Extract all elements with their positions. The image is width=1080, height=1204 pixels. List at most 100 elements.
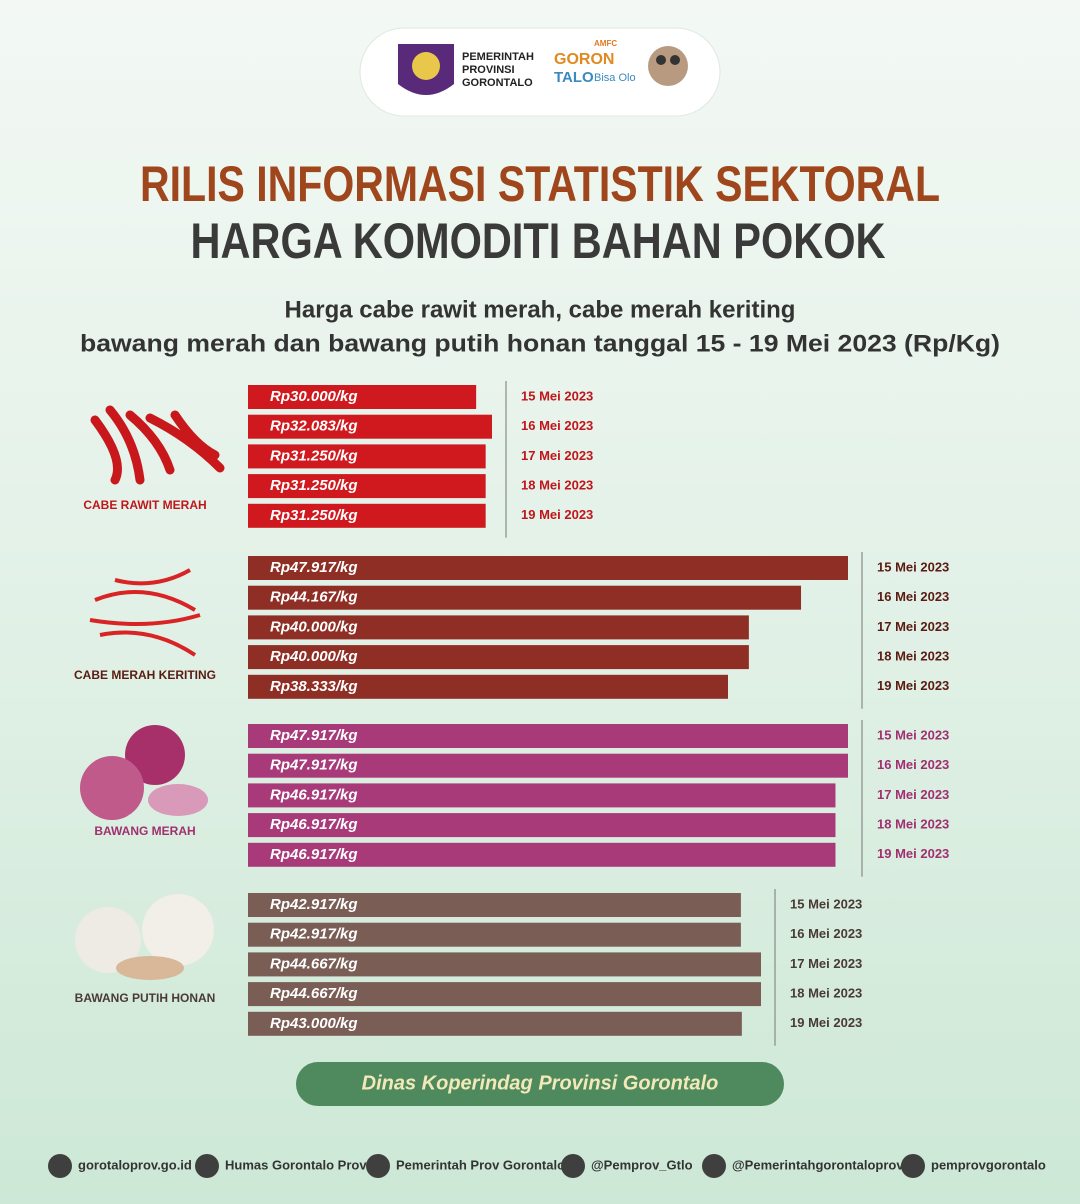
- value-label: Rp44.167/kg: [270, 589, 358, 606]
- value-label: Rp44.667/kg: [270, 955, 358, 972]
- value-label: Rp38.333/kg: [270, 678, 358, 695]
- bar: [248, 753, 848, 778]
- value-label: Rp42.917/kg: [270, 896, 358, 913]
- social-link: pemprovgorontalo: [931, 1157, 1046, 1172]
- event-logo: Bisa Olo: [594, 72, 636, 84]
- social-link: @Pemprov_Gtlo: [591, 1157, 693, 1172]
- event-logo: TALO: [554, 69, 594, 86]
- title: HARGA KOMODITI BAHAN POKOK: [191, 213, 886, 269]
- social-link: gorotaloprov.go.id: [78, 1157, 192, 1172]
- value-label: Rp42.917/kg: [270, 926, 358, 943]
- date-label: 17 Mei 2023: [877, 619, 949, 634]
- commodity-label: BAWANG PUTIH HONAN: [75, 991, 216, 1005]
- commodity-label: BAWANG MERAH: [94, 824, 195, 838]
- date-label: 16 Mei 2023: [877, 757, 949, 772]
- social-icon: [561, 1154, 585, 1178]
- charts: CABE RAWIT MERAH Rp30.000/kg 15 Mei 2023 Rp…: [74, 381, 949, 1046]
- mascot-eye: [670, 55, 680, 65]
- date-label: 16 Mei 2023: [521, 418, 593, 433]
- bar: [248, 645, 749, 670]
- garlic-illustration: [75, 894, 214, 980]
- mascot-eye: [656, 55, 666, 65]
- bar: [248, 414, 492, 439]
- date-label: 15 Mei 2023: [877, 727, 949, 742]
- value-label: Rp47.917/kg: [270, 559, 358, 576]
- footer-pill: [296, 1062, 784, 1106]
- social-bar: gorotaloprov.go.id Humas Gorontalo Prov Pe…: [48, 1154, 1046, 1178]
- value-label: Rp30.000/kg: [270, 388, 358, 405]
- commodity-label: CABE MERAH KERITING: [74, 668, 216, 682]
- date-label: 15 Mei 2023: [790, 896, 862, 911]
- commodity-label: CABE RAWIT MERAH: [83, 498, 206, 512]
- value-label: Rp47.917/kg: [270, 757, 358, 774]
- org-name: GORONTALO: [462, 77, 533, 89]
- shallot-illustration: [80, 725, 208, 820]
- value-label: Rp31.250/kg: [270, 507, 358, 524]
- date-label: 18 Mei 2023: [877, 817, 949, 832]
- social-icon: [702, 1154, 726, 1178]
- chili-illustration: [90, 405, 225, 485]
- social-icon: [48, 1154, 72, 1178]
- social-link: @Pemerintahgorontaloprov: [732, 1157, 904, 1172]
- event-logo: AMFC: [594, 39, 617, 48]
- bar: [248, 783, 836, 808]
- bar: [248, 842, 836, 867]
- date-label: 17 Mei 2023: [521, 448, 593, 463]
- subtitle: bawang merah dan bawang putih honan tang…: [80, 330, 1000, 357]
- logo-emblem: [412, 52, 440, 80]
- value-label: Rp40.000/kg: [270, 618, 358, 635]
- date-label: 17 Mei 2023: [790, 956, 862, 971]
- date-label: 18 Mei 2023: [790, 986, 862, 1001]
- date-label: 16 Mei 2023: [790, 926, 862, 941]
- value-label: Rp40.000/kg: [270, 648, 358, 665]
- bar: [248, 556, 848, 580]
- date-label: 19 Mei 2023: [790, 1015, 862, 1030]
- date-label: 15 Mei 2023: [877, 559, 949, 574]
- curly-chili-illustration: [89, 568, 201, 657]
- bar: [248, 615, 749, 640]
- date-label: 19 Mei 2023: [521, 507, 593, 522]
- bar: [248, 385, 477, 409]
- date-label: 16 Mei 2023: [877, 589, 949, 604]
- bar: [248, 893, 741, 917]
- social-icon: [901, 1154, 925, 1178]
- bar: [248, 674, 728, 699]
- bar: [248, 1011, 742, 1036]
- value-label: Rp46.917/kg: [270, 816, 358, 833]
- social-link: Humas Gorontalo Prov: [225, 1157, 367, 1172]
- value-label: Rp46.917/kg: [270, 786, 358, 803]
- subtitle: Harga cabe rawit merah, cabe merah kerit…: [285, 296, 796, 323]
- value-label: Rp47.917/kg: [270, 727, 358, 744]
- bar: [248, 503, 486, 528]
- mascot: [648, 46, 688, 86]
- bar: [248, 444, 486, 469]
- bar: [248, 922, 741, 947]
- bar: [248, 982, 761, 1007]
- event-logo: GORON: [554, 51, 614, 68]
- date-label: 18 Mei 2023: [521, 478, 593, 493]
- value-label: Rp31.250/kg: [270, 447, 358, 464]
- value-label: Rp44.667/kg: [270, 985, 358, 1002]
- value-label: Rp46.917/kg: [270, 846, 358, 863]
- bar: [248, 474, 486, 499]
- value-label: Rp43.000/kg: [270, 1015, 358, 1032]
- value-label: Rp31.250/kg: [270, 477, 358, 494]
- bar: [248, 724, 848, 748]
- title: RILIS INFORMASI STATISTIK SEKTORAL: [140, 156, 940, 212]
- social-link: Pemerintah Prov Gorontalo: [396, 1157, 565, 1172]
- footer-text: Dinas Koperindag Provinsi Gorontalo: [362, 1072, 719, 1094]
- social-icon: [366, 1154, 390, 1178]
- date-label: 19 Mei 2023: [877, 846, 949, 861]
- org-name: PEMERINTAH: [462, 51, 534, 63]
- date-label: 15 Mei 2023: [521, 388, 593, 403]
- bar: [248, 585, 802, 610]
- bar: [248, 952, 761, 977]
- bar: [248, 813, 836, 838]
- date-label: 17 Mei 2023: [877, 787, 949, 802]
- value-label: Rp32.083/kg: [270, 418, 358, 435]
- org-name: PROVINSI: [462, 64, 515, 76]
- social-icon: [195, 1154, 219, 1178]
- date-label: 18 Mei 2023: [877, 649, 949, 664]
- date-label: 19 Mei 2023: [877, 678, 949, 693]
